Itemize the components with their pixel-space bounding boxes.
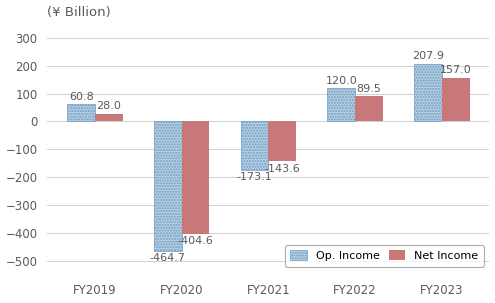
Bar [442, 78, 470, 122]
Bar [154, 122, 182, 251]
Text: -173.1: -173.1 [237, 172, 272, 182]
Text: -464.7: -464.7 [150, 253, 186, 263]
Bar [327, 88, 355, 122]
Bar [268, 122, 296, 161]
Bar [355, 96, 383, 122]
Bar [95, 114, 123, 122]
Text: 28.0: 28.0 [97, 102, 121, 112]
Text: -143.6: -143.6 [264, 164, 300, 174]
Legend: Op. Income, Net Income: Op. Income, Net Income [285, 245, 484, 267]
Bar [241, 122, 268, 170]
Text: 157.0: 157.0 [440, 65, 472, 75]
Bar [182, 122, 209, 234]
Text: 120.0: 120.0 [325, 76, 357, 86]
Text: 207.9: 207.9 [412, 51, 444, 61]
Text: 89.5: 89.5 [356, 84, 382, 94]
Bar [414, 64, 442, 122]
Bar [67, 105, 95, 122]
Text: 60.8: 60.8 [69, 92, 94, 102]
Text: (¥ Billion): (¥ Billion) [48, 5, 111, 18]
Text: -404.6: -404.6 [178, 236, 213, 246]
